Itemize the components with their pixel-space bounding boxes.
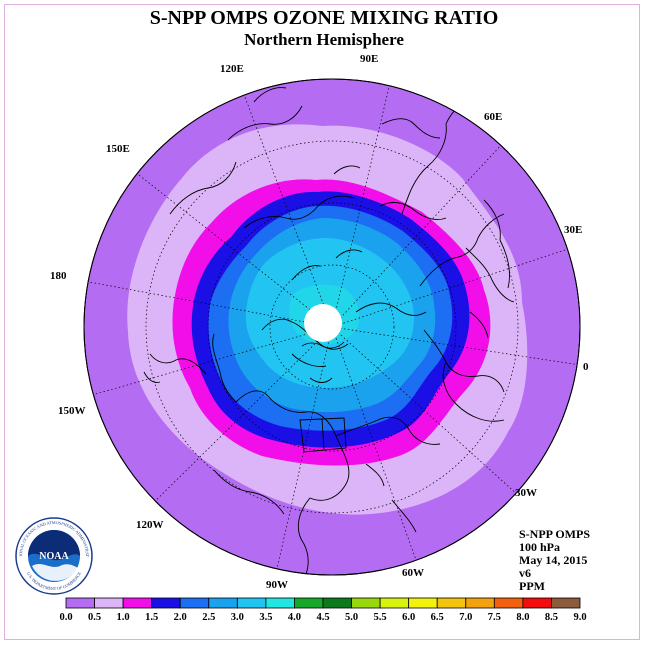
legend-swatch (551, 597, 581, 609)
lon-label-120e: 120E (220, 63, 244, 75)
lon-label-150e: 150E (106, 143, 130, 155)
legend-tick-label: 6.0 (402, 612, 415, 623)
legend-tick-label: 5.5 (374, 612, 387, 623)
lon-label-90w: 90W (266, 579, 288, 591)
legend-tick-label: 4.5 (316, 612, 329, 623)
legend-swatch (379, 597, 410, 609)
legend-swatch (408, 597, 438, 609)
legend-swatch (236, 597, 267, 609)
legend-tick-label: 8.0 (516, 612, 529, 623)
legend-tick-label: 2.5 (202, 612, 215, 623)
lon-label-180: 180 (50, 270, 67, 282)
lon-label-0: 0 (583, 361, 589, 373)
legend-tick-label: 5.0 (345, 612, 358, 623)
greenland-outline (301, 341, 345, 349)
no-data-polar-cap (304, 304, 342, 342)
legend-swatch (94, 597, 124, 609)
legend-tick-label: 0.0 (59, 612, 72, 623)
legend-swatch (493, 597, 524, 609)
legend-swatches (65, 597, 581, 609)
legend-swatch (522, 597, 552, 609)
lon-label-30w: 30W (515, 487, 537, 499)
info-unit: PPM (519, 579, 545, 593)
legend-swatch (436, 597, 467, 609)
lon-label-60w: 60W (402, 567, 424, 579)
legend-tick-label: 8.5 (545, 612, 558, 623)
legend-swatch (294, 597, 324, 609)
color-legend: 0.0 0.5 1.0 1.5 2.0 2.5 3.0 3.5 4.0 4.5 5.0 5.5 6.0 6… (59, 597, 587, 623)
legend-tick-label: 6.5 (431, 612, 444, 623)
legend-tick-label: 3.5 (259, 612, 272, 623)
lon-label-60e: 60E (484, 111, 502, 123)
lon-label-120w: 120W (136, 519, 164, 531)
legend-swatch (65, 597, 95, 609)
figure-frame (4, 4, 640, 640)
legend-swatch (265, 597, 295, 609)
map-subtitle: Northern Hemisphere (244, 30, 404, 49)
lon-label-150w: 150W (58, 405, 86, 417)
legend-tick-label: 0.5 (88, 612, 101, 623)
info-pressure-level: 100 hPa (519, 540, 561, 554)
legend-tick-label: 1.0 (117, 612, 130, 623)
legend-swatch (208, 597, 238, 609)
info-date: May 14, 2015 (519, 553, 588, 567)
lon-label-90e: 90E (360, 53, 378, 65)
info-version: v6 (519, 566, 531, 580)
legend-tick-label: 1.5 (145, 612, 158, 623)
legend-tick-label: 7.5 (488, 612, 501, 623)
noaa-logo: NOAA NATIONAL OCEANIC AND ATMOSPHERIC AD… (14, 516, 93, 595)
noaa-logo-wordmark: NOAA (39, 551, 69, 562)
lon-label-30e: 30E (564, 224, 582, 236)
legend-tick-labels: 0.0 0.5 1.0 1.5 2.0 2.5 3.0 3.5 4.0 4.5 5.0 5.5 6.0 6… (59, 612, 586, 623)
legend-swatch (151, 597, 181, 609)
legend-tick-label: 2.0 (174, 612, 187, 623)
legend-tick-label: 3.0 (231, 612, 244, 623)
legend-tick-label: 7.0 (459, 612, 472, 623)
map-title: S-NPP OMPS OZONE MIXING RATIO (149, 7, 499, 29)
legend-swatch (351, 597, 381, 609)
legend-tick-label: 4.0 (288, 612, 301, 623)
legend-swatch (179, 597, 210, 609)
legend-tick-label: 9.0 (573, 612, 586, 623)
legend-swatch (122, 597, 153, 609)
legend-swatch (322, 597, 352, 609)
info-instrument: S-NPP OMPS (519, 527, 590, 541)
legend-swatch (465, 597, 495, 609)
graticule (84, 79, 580, 575)
